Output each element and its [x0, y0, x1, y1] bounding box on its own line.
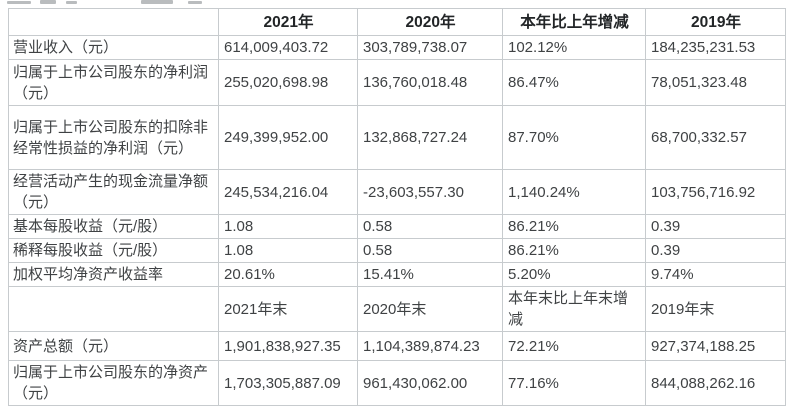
- table-row: 资产总额（元） 1,901,838,927.35 1,104,389,874.2…: [8, 331, 786, 361]
- cell-value: 103,756,716.92: [645, 169, 786, 215]
- cell-value: 20.61%: [218, 262, 358, 287]
- table-row: 归属于上市公司股东的扣除非 经常性损益的净利润（元） 249,399,952.0…: [8, 105, 786, 170]
- cell-value: 132,868,727.24: [357, 105, 503, 170]
- cell-value: 614,009,403.72: [218, 35, 358, 60]
- table-row: 归属于上市公司股东的净利润（元） 255,020,698.98 136,760,…: [8, 59, 786, 106]
- table-row: 营业收入（元） 614,009,403.72 303,789,738.07 10…: [8, 35, 786, 60]
- subheader-2021-end: 2021年末: [218, 286, 358, 332]
- row-label: 稀释每股收益（元/股）: [8, 238, 219, 263]
- row-label: 基本每股收益（元/股）: [8, 214, 219, 239]
- subheader-2019-end: 2019年末: [645, 286, 786, 332]
- cell-value: 86.21%: [502, 238, 646, 263]
- cell-value: 1.08: [218, 214, 358, 239]
- cell-value: 255,020,698.98: [218, 59, 358, 106]
- table-row: 加权平均净资产收益率 20.61% 15.41% 5.20% 9.74%: [8, 262, 786, 287]
- table-row: 归属于上市公司股东的净资产（元） 1,703,305,887.09 961,43…: [8, 360, 786, 406]
- cell-value: 68,700,332.57: [645, 105, 786, 170]
- cell-value: 87.70%: [502, 105, 646, 170]
- cell-value: 1,901,838,927.35: [218, 331, 358, 361]
- cell-value: 961,430,062.00: [357, 360, 503, 406]
- cell-value: 0.39: [645, 214, 786, 239]
- cell-value: 86.21%: [502, 214, 646, 239]
- row-label: 营业收入（元）: [8, 35, 219, 60]
- cell-value: 5.20%: [502, 262, 646, 287]
- header-2020: 2020年: [357, 8, 503, 36]
- cell-value: 0.39: [645, 238, 786, 263]
- cell-value: 136,760,018.48: [357, 59, 503, 106]
- cell-value: 1,104,389,874.23: [357, 331, 503, 361]
- table-header-row: 2021年 2020年 本年比上年增减 2019年: [8, 8, 786, 36]
- row-label: 资产总额（元）: [8, 331, 219, 361]
- table-subheader-row: 2021年末 2020年末 本年末比上年末增减 2019年末: [8, 286, 786, 332]
- cell-value: 102.12%: [502, 35, 646, 60]
- cell-value: 86.47%: [502, 59, 646, 106]
- table-row: 基本每股收益（元/股） 1.08 0.58 86.21% 0.39: [8, 214, 786, 239]
- header-2019: 2019年: [645, 8, 786, 36]
- cell-value: 0.58: [357, 214, 503, 239]
- cell-value: 78,051,323.48: [645, 59, 786, 106]
- cell-value: -23,603,557.30: [357, 169, 503, 215]
- cell-value: 844,088,262.16: [645, 360, 786, 406]
- row-label: 归属于上市公司股东的净资产（元）: [8, 360, 219, 406]
- cell-value: 15.41%: [357, 262, 503, 287]
- cell-value: 9.74%: [645, 262, 786, 287]
- cell-value: 1,140.24%: [502, 169, 646, 215]
- cell-value: 72.21%: [502, 331, 646, 361]
- header-blank-cell: [8, 8, 219, 36]
- cell-value: 0.58: [357, 238, 503, 263]
- row-label: 经营活动产生的现金流量净额（元）: [8, 169, 219, 215]
- header-2021: 2021年: [218, 8, 358, 36]
- subheader-2020-end: 2020年末: [357, 286, 503, 332]
- row-label: 加权平均净资产收益率: [8, 262, 219, 287]
- cell-value: 184,235,231.53: [645, 35, 786, 60]
- cell-value: 1.08: [218, 238, 358, 263]
- cell-value: 1,703,305,887.09: [218, 360, 358, 406]
- table-row: 稀释每股收益（元/股） 1.08 0.58 86.21% 0.39: [8, 238, 786, 263]
- cell-value: 77.16%: [502, 360, 646, 406]
- subheader-blank-cell: [8, 286, 219, 332]
- table-row: 经营活动产生的现金流量净额（元） 245,534,216.04 -23,603,…: [8, 169, 786, 215]
- cell-value: 245,534,216.04: [218, 169, 358, 215]
- cell-value: 927,374,188.25: [645, 331, 786, 361]
- header-yoy-change: 本年比上年增减: [502, 8, 646, 36]
- row-label: 归属于上市公司股东的净利润（元）: [8, 59, 219, 106]
- financial-indicators-table: 2021年 2020年 本年比上年增减 2019年 营业收入（元） 614,00…: [8, 8, 786, 406]
- row-label: 归属于上市公司股东的扣除非 经常性损益的净利润（元）: [8, 105, 219, 170]
- subheader-yearend-change: 本年末比上年末增减: [502, 286, 646, 332]
- cell-value: 249,399,952.00: [218, 105, 358, 170]
- cell-value: 303,789,738.07: [357, 35, 503, 60]
